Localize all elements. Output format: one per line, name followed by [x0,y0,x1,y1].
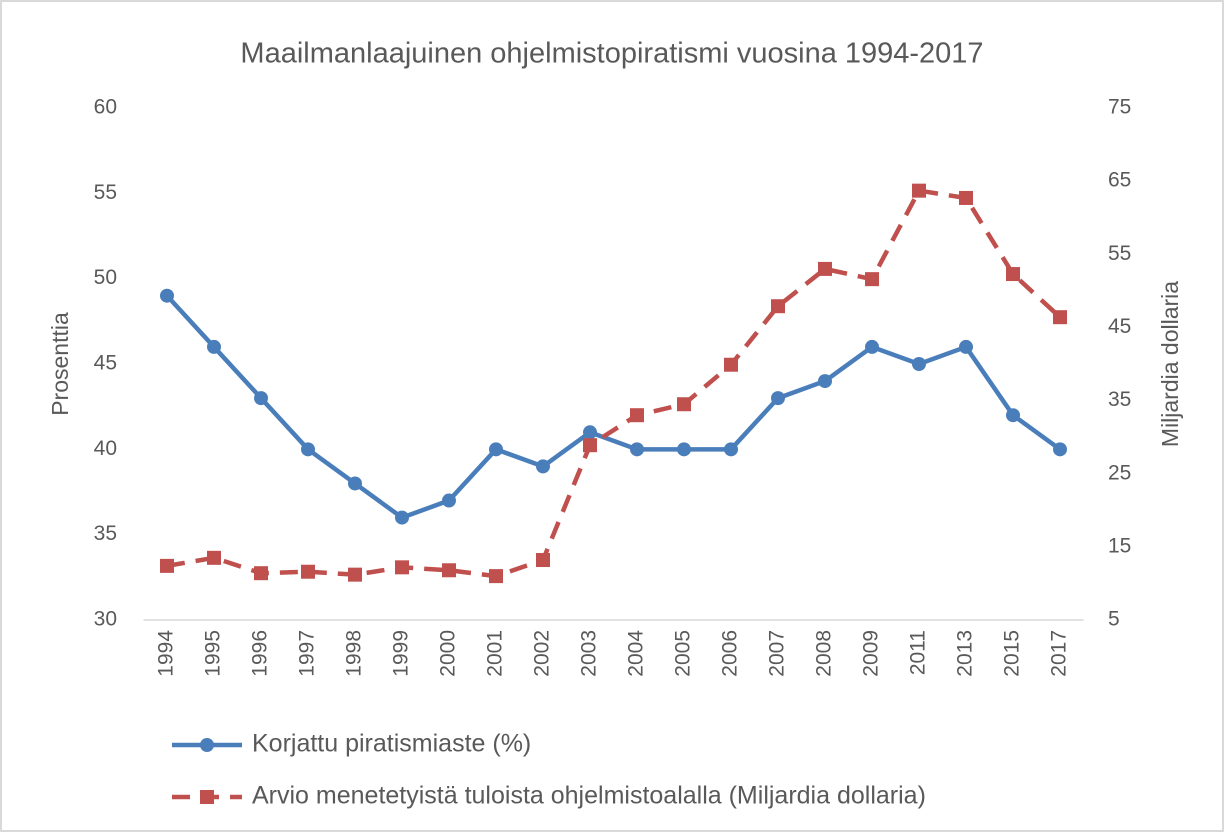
marker [959,339,973,354]
y-axis-title: Prosenttia [47,312,73,416]
y-tick-label: 35 [94,522,117,545]
marker [959,190,973,205]
marker [912,357,926,371]
x-tick-label: 2011 [907,630,930,675]
series-line [165,294,1062,520]
marker [536,553,550,568]
marker [489,442,503,457]
legend-label: Korjattu piratismiaste (%) [252,730,531,758]
x-tick-label: 2004 [625,630,648,677]
y2-axis-title: Miljardia dollaria [1157,281,1183,447]
marker [536,459,550,474]
marker [442,493,456,508]
marker [677,397,691,412]
x-tick-label: 2000 [437,630,460,677]
legend-label: Arvio menetetyistä tuloista ohjelmistoal… [252,782,926,810]
x-tick-label: 2005 [672,630,695,677]
x-tick-label: 1996 [249,630,272,677]
legend-swatch-marker [200,790,214,804]
y-tick-label: 40 [94,437,117,460]
y-tick-label: 60 [94,96,117,119]
marker [395,510,409,525]
marker [724,442,738,457]
x-tick-label: 2009 [860,630,883,677]
marker [254,391,268,406]
marker [630,408,644,423]
marker [677,442,691,457]
marker [395,560,409,575]
y-tick-label: 50 [94,266,117,289]
marker [348,476,362,491]
marker [489,569,503,584]
y2-tick-label: 35 [1108,388,1131,411]
y-tick-label: 30 [94,608,117,631]
series-line [166,188,1062,579]
chart-title: Maailmanlaajuinen ohjelmistopiratismi vu… [240,38,983,70]
x-tick-label: 2001 [484,630,507,677]
marker [254,566,268,581]
marker [912,183,926,198]
y-tick-label: 55 [94,181,117,204]
x-tick-label: 2017 [1048,630,1071,677]
x-tick-label: 2003 [578,630,601,677]
y-tick-label: 45 [94,352,117,375]
marker [442,563,456,578]
marker [1053,442,1067,457]
marker [818,261,832,276]
x-tick-label: 1999 [390,630,413,677]
y2-tick-label: 25 [1108,461,1131,484]
y2-tick-label: 75 [1108,96,1131,119]
marker [301,564,315,579]
y2-tick-label: 15 [1108,534,1131,557]
marker [865,272,879,287]
marker [583,425,597,440]
y2-tick-label: 65 [1108,169,1131,192]
x-tick-label: 2008 [813,630,836,677]
marker [771,391,785,406]
x-tick-label: 2002 [531,630,554,677]
marker [207,339,221,354]
marker [818,374,832,389]
x-tick-label: 1998 [343,630,366,677]
marker [348,567,362,582]
marker [1006,408,1020,423]
marker [1053,310,1067,325]
x-tick-label: 2015 [1001,630,1024,677]
x-tick-label: 1997 [296,630,319,677]
y2-tick-label: 45 [1108,315,1131,338]
x-tick-label: 1995 [202,630,225,677]
marker [160,558,174,573]
marker [583,438,597,453]
legend-swatch-marker [200,738,214,752]
marker [1006,267,1020,282]
marker [771,299,785,314]
x-tick-label: 2013 [954,630,977,677]
marker [865,339,879,354]
x-tick-label: 1994 [155,630,178,677]
marker [301,442,315,457]
x-tick-label: 2007 [766,630,789,677]
marker [207,550,221,565]
marker [160,288,174,303]
marker [630,442,644,457]
marker [724,357,738,372]
y2-tick-label: 55 [1108,242,1131,265]
x-tick-label: 2006 [719,630,742,677]
y2-tick-label: 5 [1108,608,1120,631]
